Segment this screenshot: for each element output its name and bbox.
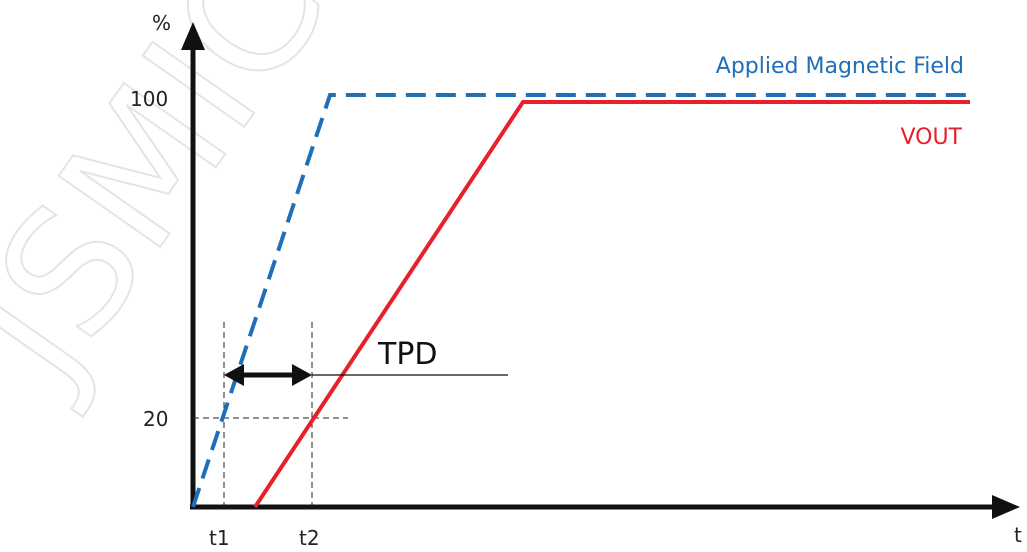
x-tick-t1: t1 bbox=[209, 526, 230, 550]
legend-vout: VOUT bbox=[900, 125, 962, 150]
y-axis-label: % bbox=[152, 11, 171, 35]
y-tick-20: 20 bbox=[143, 407, 168, 431]
tpd-arrowhead-left bbox=[224, 364, 244, 386]
legend-applied-field: Applied Magnetic Field bbox=[716, 54, 964, 79]
tpd-arrowhead-right bbox=[292, 364, 312, 386]
series-applied-field-line bbox=[191, 93, 970, 508]
y-tick-100: 100 bbox=[130, 87, 168, 111]
tpd-label: TPD bbox=[377, 337, 438, 372]
y-axis-arrowhead bbox=[181, 22, 205, 50]
x-tick-t2: t2 bbox=[299, 526, 320, 550]
x-axis-label: t bbox=[1014, 523, 1022, 547]
series-vout-line bbox=[253, 100, 970, 509]
x-axis-arrowhead bbox=[992, 495, 1020, 519]
